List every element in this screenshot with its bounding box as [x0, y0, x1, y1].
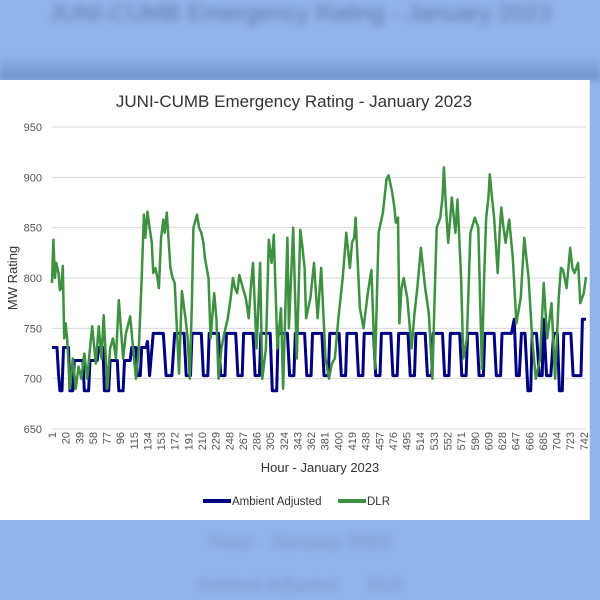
legend-label-ambient-adjusted: Ambient Adjusted — [232, 496, 322, 508]
y-axis-ticks: 650 700 750 800 850 900 950 — [24, 122, 42, 436]
x-tick-label: 343 — [292, 432, 304, 450]
x-tick-label: 400 — [333, 432, 345, 450]
legend-label-dlr: DLR — [367, 496, 390, 508]
x-tick-label: 438 — [361, 432, 373, 450]
y-tick-label: 700 — [24, 374, 42, 386]
line-chart: JUNI-CUMB Emergency Rating - January 202… — [5, 92, 591, 508]
x-tick-label: 267 — [238, 432, 250, 450]
x-axis-ticks: 1 20 39 58 77 96 115 134 153 172 191 210 229 248 267 28… — [47, 432, 591, 450]
blurred-background-legend: Ambient Adjusted DLR — [0, 574, 600, 596]
x-tick-label: 210 — [197, 432, 209, 450]
x-tick-label: 628 — [497, 432, 509, 450]
y-tick-label: 750 — [24, 323, 42, 335]
x-tick-label: 115 — [129, 432, 141, 450]
x-tick-label: 457 — [374, 432, 386, 450]
x-tick-label: 533 — [429, 432, 441, 450]
x-tick-label: 58 — [88, 432, 100, 444]
x-tick-label: 305 — [265, 432, 277, 450]
x-tick-label: 685 — [538, 432, 550, 450]
x-tick-label: 153 — [156, 432, 168, 450]
gridlines — [52, 126, 586, 430]
x-tick-label: 590 — [470, 432, 482, 450]
y-tick-label: 850 — [24, 223, 42, 235]
x-tick-label: 191 — [183, 432, 195, 450]
x-tick-label: 419 — [347, 432, 359, 450]
x-tick-label: 286 — [252, 432, 264, 450]
blurred-legend-dlr: DLR — [367, 575, 404, 595]
y-tick-label: 950 — [24, 122, 42, 134]
x-tick-label: 381 — [320, 432, 332, 450]
x-tick-label: 77 — [102, 432, 114, 444]
x-axis-label: Hour - January 2023 — [261, 460, 380, 475]
y-tick-label: 650 — [24, 424, 42, 436]
chart-card: JUNI-CUMB Emergency Rating - January 202… — [0, 80, 591, 520]
x-tick-label: 134 — [142, 432, 154, 450]
blurred-background-title: JUNI-CUMB Emergency Rating - January 202… — [48, 0, 552, 27]
x-tick-label: 229 — [211, 432, 223, 450]
x-tick-label: 476 — [388, 432, 400, 450]
x-tick-label: 248 — [224, 432, 236, 450]
x-tick-label: 609 — [483, 432, 495, 450]
x-tick-label: 647 — [511, 432, 523, 450]
series-lines — [50, 166, 588, 393]
x-tick-label: 1 — [47, 432, 59, 438]
x-tick-label: 723 — [565, 432, 577, 450]
x-tick-label: 20 — [61, 432, 73, 444]
x-tick-label: 172 — [170, 432, 182, 450]
x-tick-label: 514 — [415, 432, 427, 450]
y-tick-label: 800 — [24, 273, 42, 285]
background-shade — [0, 55, 600, 80]
x-tick-label: 495 — [402, 432, 414, 450]
y-tick-label: 900 — [24, 172, 42, 184]
x-tick-label: 552 — [442, 432, 454, 450]
y-axis-label: MW Rating — [5, 246, 20, 310]
series-line-dlr — [50, 166, 588, 390]
series-line-ambient-adjusted — [52, 317, 586, 393]
x-tick-label: 96 — [115, 432, 127, 444]
legend: Ambient Adjusted DLR — [203, 496, 390, 508]
x-tick-label: 571 — [456, 432, 468, 450]
x-tick-label: 324 — [279, 432, 291, 450]
x-tick-label: 742 — [579, 432, 589, 450]
x-tick-label: 39 — [74, 432, 86, 444]
blurred-legend-ambient: Ambient Adjusted — [196, 575, 338, 595]
chart-title: JUNI-CUMB Emergency Rating - January 202… — [116, 92, 472, 111]
x-tick-label: 362 — [306, 432, 318, 450]
x-tick-label: 666 — [524, 432, 536, 450]
blurred-background-xlabel: Hour - January 2023 — [208, 531, 392, 553]
x-tick-label: 704 — [552, 432, 564, 450]
